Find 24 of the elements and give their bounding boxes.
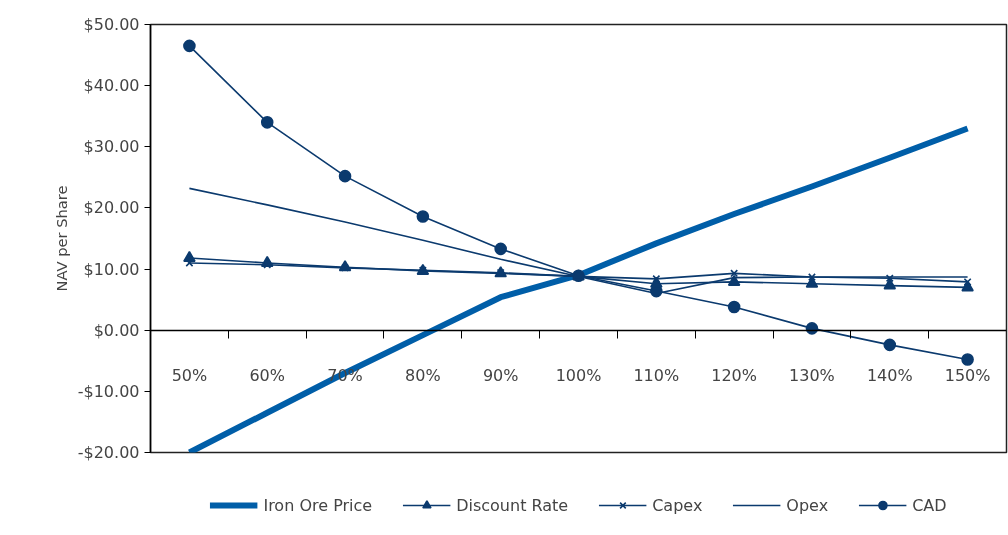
x-tick-label: 150% — [944, 366, 991, 386]
x-tick-label: 130% — [789, 366, 835, 386]
y-tick-label: $20.00 — [83, 198, 140, 218]
x-tick-label: 60% — [249, 366, 286, 386]
y-tick-label: $0.00 — [93, 320, 140, 340]
legend-label: Capex — [652, 495, 703, 515]
x-tick-label: 110% — [633, 366, 680, 386]
y-tick-label: -$10.00 — [77, 381, 140, 401]
legend-label: Opex — [786, 495, 829, 515]
legend-label: CAD — [912, 495, 947, 515]
y-tick-label: $30.00 — [83, 137, 140, 157]
x-tick-label: 100% — [555, 366, 602, 386]
legend-label: Iron Ore Price — [263, 495, 373, 515]
x-tick-label: 80% — [405, 366, 441, 386]
x-tick-label: 90% — [482, 366, 519, 386]
y-tick-label: $50.00 — [83, 15, 140, 34]
y-tick-label: $40.00 — [83, 76, 140, 96]
x-tick-label: 120% — [711, 366, 758, 386]
y-tick-label: -$20.00 — [77, 443, 140, 462]
legend-label: Discount Rate — [456, 495, 569, 515]
y-tick-label: $10.00 — [83, 259, 140, 279]
x-tick-label: 140% — [866, 366, 913, 386]
x-tick-label: 50% — [171, 366, 208, 386]
y-axis-title: NAV per Share — [52, 185, 70, 292]
